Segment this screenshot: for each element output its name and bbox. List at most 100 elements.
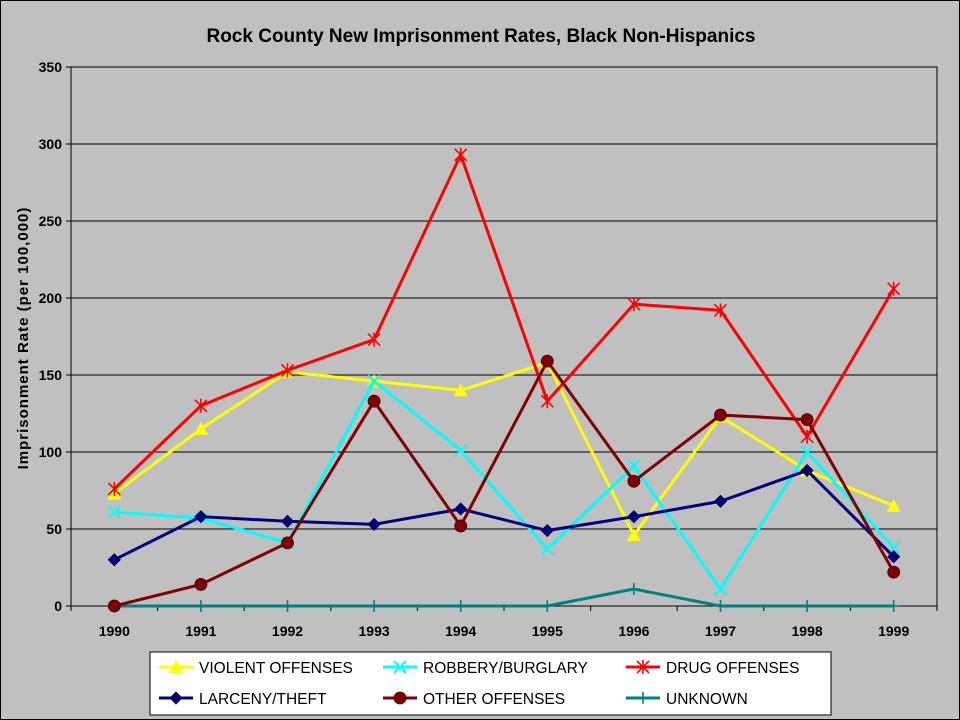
x-axis-ticks: 1990 1991 1992 1993 1994 1995 1996 1997 1998 1999 <box>70 606 938 639</box>
series-line-violent-offenses <box>113 360 895 539</box>
data-point-robbery-burglary <box>627 459 641 473</box>
x-tick-label: 1990 <box>99 623 130 639</box>
data-point-larceny-theft <box>540 523 554 538</box>
x-tick-label: 1993 <box>359 623 390 639</box>
data-point-larceny-theft <box>367 517 381 531</box>
data-point-robbery-burglary <box>713 582 728 596</box>
data-point-drug-offenses <box>367 332 381 347</box>
data-point-unknown <box>627 583 640 596</box>
chart-title: Rock County New Imprisonment Rates, Blac… <box>206 26 755 47</box>
data-point-other-offenses <box>107 599 121 613</box>
legend-item-unknown: UNKNOWN <box>626 691 748 708</box>
legend-label: UNKNOWN <box>666 691 748 708</box>
data-point-drug-offenses <box>713 303 728 318</box>
legend-item-violent-offenses: VIOLENT OFFENSES <box>159 660 353 677</box>
data-point-other-offenses <box>454 519 468 533</box>
x-tick-label: 1999 <box>878 623 909 639</box>
data-point-other-offenses <box>367 394 381 408</box>
data-point-unknown <box>281 600 294 612</box>
data-point-drug-offenses <box>887 281 901 296</box>
data-point-drug-offenses <box>280 363 295 378</box>
data-point-larceny-theft <box>454 502 468 516</box>
data-point-robbery-burglary <box>540 542 555 556</box>
data-point-drug-offenses <box>540 394 554 409</box>
y-tick-label: 200 <box>39 290 63 306</box>
data-point-violent-offenses <box>453 383 468 397</box>
legend-marker-unknown <box>637 692 649 704</box>
data-point-unknown <box>714 600 727 612</box>
data-point-robbery-burglary <box>800 445 814 459</box>
legend-marker-violent-offenses <box>169 660 183 673</box>
data-point-unknown <box>801 600 814 612</box>
y-tick-label: 100 <box>39 444 63 460</box>
data-point-robbery-burglary <box>453 443 468 458</box>
x-tick-label: 1991 <box>185 623 216 639</box>
data-point-larceny-theft <box>280 514 295 528</box>
data-point-unknown <box>887 600 900 612</box>
legend-item-other-offenses: OTHER OFFENSES <box>383 691 565 708</box>
y-tick-label: 150 <box>39 367 63 383</box>
legend-label: DRUG OFFENSES <box>666 660 799 677</box>
series-larceny-theft <box>107 463 901 567</box>
data-point-other-offenses <box>714 408 727 422</box>
data-point-other-offenses <box>800 413 814 427</box>
legend-label: LARCENY/THEFT <box>199 691 327 708</box>
series-line-drug-offenses <box>113 150 895 491</box>
data-point-other-offenses <box>627 474 641 488</box>
data-point-unknown <box>454 600 467 612</box>
legend-item-robbery-burglary: ROBBERY/BURGLARY <box>383 660 588 677</box>
series-unknown <box>108 583 900 612</box>
data-point-drug-offenses <box>194 398 208 413</box>
series-other-offenses <box>107 354 901 613</box>
y-tick-label: 350 <box>39 59 63 75</box>
data-point-other-offenses <box>281 536 294 550</box>
data-point-drug-offenses <box>107 481 121 496</box>
data-point-violent-offenses <box>193 421 208 435</box>
data-point-violent-offenses <box>886 498 901 512</box>
legend-marker-other-offenses <box>393 691 407 705</box>
legend-marker-larceny-theft <box>169 691 183 705</box>
data-point-other-offenses <box>540 354 554 368</box>
legend-item-drug-offenses: DRUG OFFENSES <box>626 660 799 677</box>
x-tick-label: 1996 <box>618 623 649 639</box>
x-tick-label: 1995 <box>532 623 563 639</box>
series-drug-offenses <box>107 147 901 496</box>
legend-label: OTHER OFFENSES <box>423 691 565 708</box>
x-tick-label: 1998 <box>792 623 823 639</box>
data-point-larceny-theft <box>887 550 901 564</box>
plot-area <box>70 66 938 607</box>
data-point-larceny-theft <box>627 510 641 524</box>
data-point-larceny-theft <box>107 553 121 567</box>
legend-item-larceny-theft: LARCENY/THEFT <box>159 691 327 708</box>
legend-marker-robbery-burglary <box>393 660 407 674</box>
legend-box <box>149 651 832 716</box>
data-point-unknown <box>541 600 554 612</box>
y-tick-label: 50 <box>46 521 62 537</box>
data-point-other-offenses <box>194 578 208 591</box>
data-point-violent-offenses <box>626 528 641 542</box>
data-point-unknown <box>194 600 207 612</box>
legend-label: VIOLENT OFFENSES <box>199 660 353 677</box>
series-line-larceny-theft <box>113 468 895 562</box>
x-tick-label: 1992 <box>272 623 303 639</box>
x-tick-label: 1997 <box>705 623 736 639</box>
data-point-other-offenses <box>887 565 901 579</box>
data-point-robbery-burglary <box>367 374 381 388</box>
data-point-larceny-theft <box>800 463 814 478</box>
data-point-drug-offenses <box>627 297 641 312</box>
series-layer <box>107 147 901 613</box>
y-axis-label: Imprisonment Rate (per 100,000) <box>15 207 32 470</box>
y-tick-label: 250 <box>39 213 63 229</box>
legend-marker-drug-offenses <box>636 660 650 674</box>
x-tick-label: 1994 <box>445 623 476 639</box>
data-point-unknown <box>368 600 381 612</box>
data-point-robbery-burglary <box>107 505 122 519</box>
series-line-other-offenses <box>113 358 896 608</box>
y-axis-ticks: 0 50 100 150 200 250 300 350 <box>39 59 71 614</box>
data-point-larceny-theft <box>713 494 728 508</box>
y-tick-label: 300 <box>39 136 63 152</box>
legend: VIOLENT OFFENSES ROBBERY/BURGLARY DRUG OFF… <box>149 651 832 716</box>
data-point-drug-offenses <box>800 429 814 444</box>
legend-label: ROBBERY/BURGLARY <box>423 660 588 677</box>
